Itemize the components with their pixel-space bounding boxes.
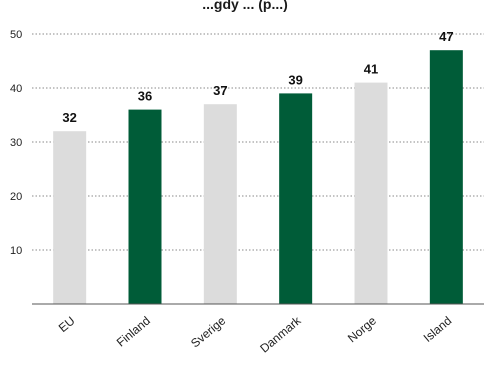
y-tick-label: 50: [10, 29, 22, 41]
bar-island: [429, 50, 463, 305]
chart-title: ...gdy ... (p...): [202, 0, 288, 12]
data-label: 36: [138, 89, 152, 104]
category-label: EU: [56, 314, 78, 335]
data-label: 41: [364, 62, 378, 77]
x-axis-categories: EU Finland Sverige Danmark Norge Island: [56, 313, 454, 356]
data-label: 32: [62, 110, 76, 125]
data-label: 47: [439, 29, 453, 44]
data-label: 39: [288, 72, 302, 87]
y-axis-ticks: 10 20 30 40 50: [10, 29, 22, 257]
category-label: Sverige: [188, 313, 228, 350]
bar-eu: [53, 131, 87, 304]
gridlines: [32, 33, 484, 251]
bar-sverige: [203, 104, 237, 304]
data-label: 37: [213, 83, 227, 98]
y-tick-label: 20: [10, 191, 22, 203]
bars: [53, 50, 463, 305]
y-tick-label: 30: [10, 137, 22, 149]
bar-norge: [354, 82, 388, 304]
bar-finland: [128, 109, 162, 304]
category-label: Danmark: [257, 313, 304, 356]
y-tick-label: 40: [10, 83, 22, 95]
category-label: Norge: [345, 313, 379, 345]
category-label: Island: [421, 314, 455, 345]
y-tick-label: 10: [10, 245, 22, 257]
category-label: Finland: [114, 314, 153, 350]
data-labels: 32 36 37 39 41 47: [62, 29, 453, 125]
bar-danmark: [279, 93, 313, 305]
